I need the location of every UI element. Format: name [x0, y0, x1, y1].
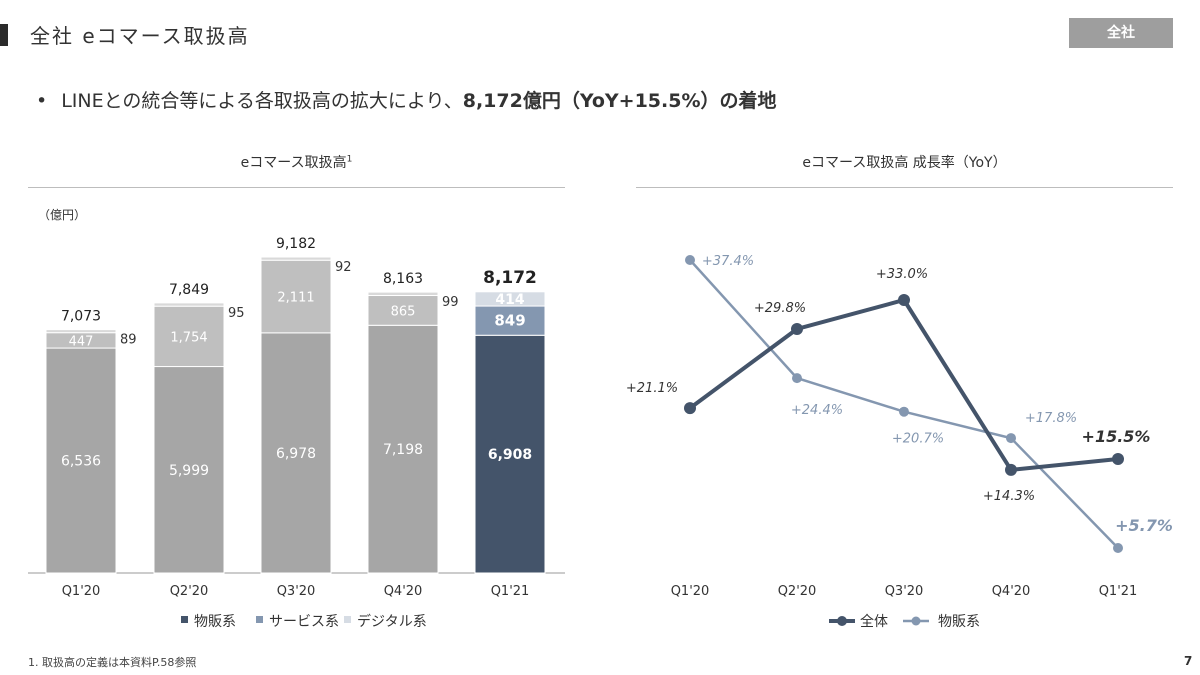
legend-marker-service	[256, 616, 263, 623]
summary-text-before: LINEとの統合等による各取扱高の拡大により、	[61, 90, 463, 112]
legend-marker-digital	[344, 616, 351, 623]
bar-segment-digital	[260, 256, 332, 261]
data-label-total: +29.8%	[754, 301, 806, 316]
bar-segment-physical	[45, 347, 117, 574]
bar-label-digital: 92	[335, 260, 352, 275]
bar-total-label: 9,182	[276, 236, 316, 252]
page-title: 全社 eコマース取扱高	[30, 24, 250, 48]
bar-segment-physical	[260, 332, 332, 574]
bar-segment-service	[153, 305, 225, 368]
data-label-physical: +17.8%	[1025, 411, 1077, 426]
bar-category-label: Q1'20	[62, 584, 101, 599]
legend-label: デジタル系	[357, 613, 427, 630]
bar-chart-title-text: eコマース取扱高	[240, 155, 347, 171]
bar-segment-service	[260, 259, 332, 334]
legend-marker-total	[837, 616, 847, 626]
bar-label-physical: 5,999	[169, 463, 209, 479]
bar-label-digital: 99	[442, 295, 459, 310]
bar-segment-digital	[367, 291, 439, 297]
point-total	[791, 323, 803, 336]
data-label-total: +21.1%	[626, 381, 678, 396]
line-category-label: Q2'20	[778, 584, 817, 599]
bar-label-digital: 414	[495, 292, 524, 308]
title-accent-bar	[0, 24, 8, 46]
scope-badge: 全社	[1069, 18, 1173, 48]
bar-segment-physical	[367, 324, 439, 574]
bar-total-label: 7,849	[169, 282, 209, 298]
bar-category-label: Q1'21	[491, 584, 530, 599]
data-label-physical: +5.7%	[1115, 516, 1173, 535]
bar-segment-digital	[474, 291, 546, 307]
point-physical	[685, 255, 695, 265]
point-total	[1005, 463, 1017, 476]
bar-category-label: Q4'20	[384, 584, 423, 599]
data-label-total: +15.5%	[1082, 427, 1151, 446]
bar-chart-title-rule	[28, 187, 565, 188]
bar-segment-physical	[474, 334, 546, 574]
bar-label-service: 1,754	[170, 330, 207, 345]
point-physical	[792, 373, 802, 384]
data-label-total: +14.3%	[983, 489, 1035, 504]
bullet-dot: •	[36, 90, 48, 112]
bar-category-label: Q3'20	[277, 584, 316, 599]
data-label-physical: +37.4%	[702, 254, 754, 269]
bar-label-physical: 6,536	[61, 454, 101, 470]
bar-label-digital: 95	[228, 306, 245, 321]
line-category-label: Q1'21	[1099, 584, 1138, 599]
bar-label-physical: 7,198	[383, 442, 423, 458]
line-category-label: Q1'20	[671, 584, 710, 599]
legend-label: サービス系	[269, 614, 339, 630]
point-physical	[899, 406, 909, 417]
bar-label-service: 849	[494, 312, 525, 330]
bar-segment-digital	[153, 302, 225, 307]
bar-category-label: Q2'20	[170, 584, 209, 599]
bar-segment-physical	[153, 366, 225, 574]
summary-bullet: • LINEとの統合等による各取扱高の拡大により、8,172億円（YoY+15.5…	[36, 86, 777, 113]
bar-label-physical: 6,978	[276, 446, 316, 462]
legend-label: 物販系	[194, 614, 236, 630]
bar-total-label: 8,172	[483, 268, 537, 288]
footnote: 1. 取扱高の定義は本資料P.58参照	[28, 656, 197, 669]
legend-label: 物販系	[938, 614, 980, 630]
page-number: 7	[1184, 654, 1193, 668]
point-physical	[1113, 543, 1123, 553]
bar-chart-title-sup: 1	[346, 154, 353, 165]
data-label-physical: +24.4%	[791, 403, 843, 418]
bar-label-physical: 6,908	[488, 447, 532, 463]
bar-chart-title: eコマース取扱高1	[28, 152, 565, 172]
line-chart-title-rule	[636, 187, 1173, 188]
bar-total-label: 7,073	[61, 309, 101, 325]
point-total	[1112, 452, 1124, 465]
bar-label-service: 865	[391, 304, 416, 319]
point-total	[898, 293, 910, 306]
bar-label-service: 2,111	[277, 291, 314, 306]
line-chart-title: eコマース取扱高 成長率（YoY）	[802, 155, 1007, 171]
bar-segment-digital	[45, 329, 117, 334]
bar-segment-service	[367, 295, 439, 326]
data-label-physical: +20.7%	[892, 432, 944, 447]
point-physical	[1006, 433, 1016, 444]
data-label-total: +33.0%	[876, 267, 928, 282]
point-total	[684, 402, 696, 415]
line-category-label: Q4'20	[992, 584, 1031, 599]
bar-total-label: 8,163	[383, 271, 423, 287]
line-category-label: Q3'20	[885, 584, 924, 599]
bar-label-digital: 89	[120, 333, 137, 348]
legend-label: 全体	[860, 613, 888, 630]
legend-marker-physical	[181, 616, 188, 623]
bar-label-service: 447	[69, 334, 94, 349]
bar-chart-unit: （億円）	[38, 208, 86, 222]
summary-text-bold: 8,172億円（YoY+15.5%）	[462, 90, 720, 112]
summary-text-after: の着地	[719, 90, 777, 112]
legend-marker-physical	[911, 616, 921, 626]
